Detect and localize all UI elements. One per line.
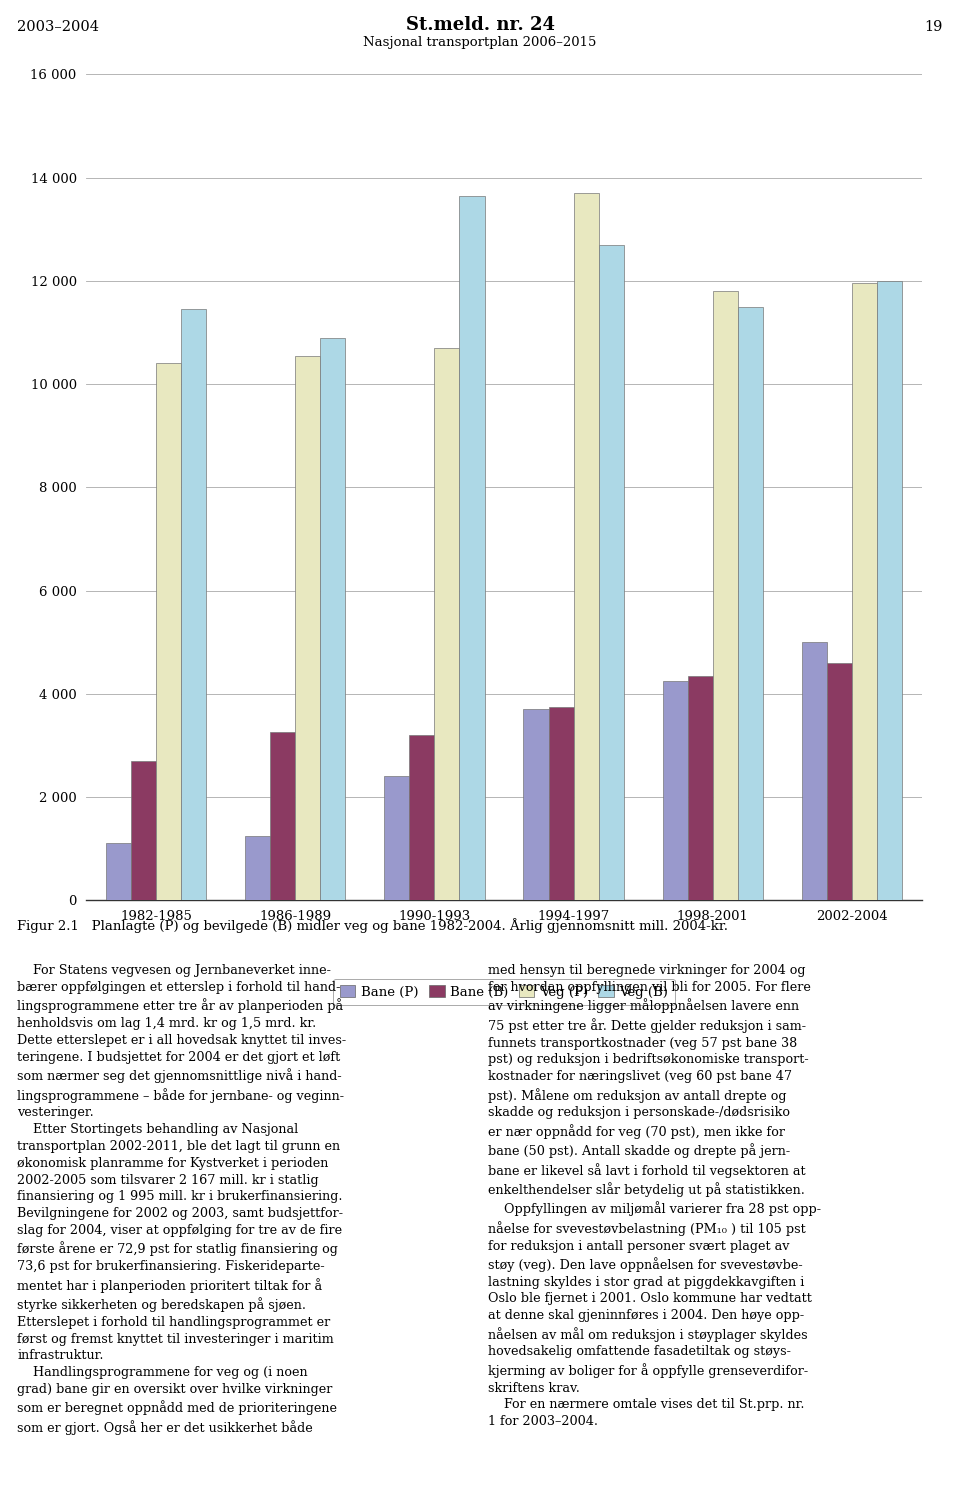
Legend: Bane (P), Bane (B), Veg (P), Veg (B): Bane (P), Bane (B), Veg (P), Veg (B) [333,979,675,1004]
Bar [409,735,434,900]
Bar [712,292,738,900]
Bar [131,760,156,900]
Bar [548,707,574,900]
Bar [321,338,346,900]
Text: St.meld. nr. 24: St.meld. nr. 24 [405,15,555,34]
Bar [573,193,599,900]
Bar [827,662,852,900]
Text: Figur 2.1   Planlagte (P) og bevilgede (B) midler veg og bane 1982-2004. Årlig g: Figur 2.1 Planlagte (P) og bevilgede (B)… [17,918,729,933]
Bar [245,836,270,900]
Text: med hensyn til beregnede virkninger for 2004 og
for hvordan oppfyllingen vil bli: med hensyn til beregnede virkninger for … [488,964,821,1428]
Bar [434,348,460,900]
Bar [156,363,181,900]
Bar [687,676,712,900]
Text: 2003–2004: 2003–2004 [17,19,99,34]
Text: For Statens vegvesen og Jernbaneverket inne-
bærer oppfølgingen et etterslep i f: For Statens vegvesen og Jernbaneverket i… [17,964,347,1434]
Bar [270,732,296,900]
Bar [460,196,485,900]
Bar [523,710,548,900]
Bar [296,356,321,900]
Bar [877,281,902,900]
Bar [599,244,624,900]
Bar [738,307,763,900]
Text: Nasjonal transportplan 2006–2015: Nasjonal transportplan 2006–2015 [363,36,597,49]
Bar [384,777,409,900]
Text: 19: 19 [924,19,943,34]
Bar [181,310,206,900]
Bar [852,283,877,900]
Bar [106,844,131,900]
Bar [802,643,827,900]
Bar [662,682,687,900]
